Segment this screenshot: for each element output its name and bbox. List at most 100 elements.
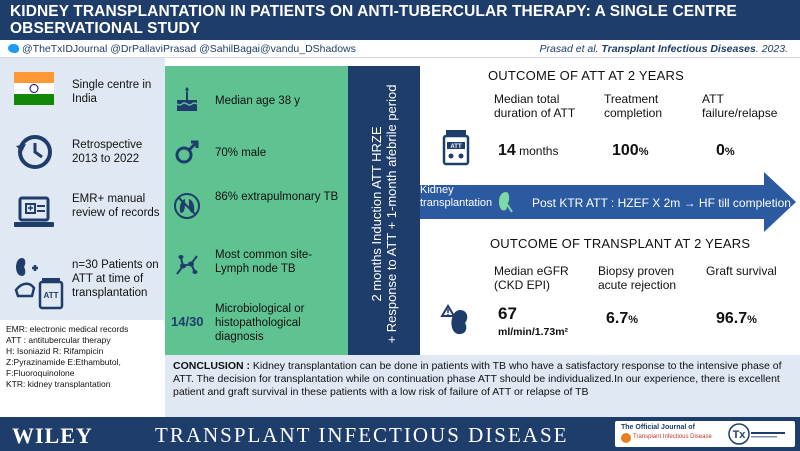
- citation-journal: Transplant Infectious Diseases: [601, 43, 756, 55]
- characteristic-extrapulmonary-text: 86% extrapulmonary TB: [215, 191, 339, 203]
- citation-year: . 2023.: [755, 43, 788, 55]
- study-design-panel: Single centre in India Retrospective 201…: [0, 58, 165, 362]
- characteristic-site: Most common site- Lymph node TB: [165, 244, 348, 288]
- crossed-lungs-icon: [173, 192, 201, 220]
- completion-unit: %: [638, 146, 649, 158]
- duration-number: 14: [498, 142, 516, 159]
- abbreviations-legend: EMR: electronic medical records ATT : an…: [0, 320, 165, 410]
- design-item-retrospective: Retrospective 2013 to 2022: [0, 126, 165, 186]
- design-item-retrospective-text: Retrospective 2013 to 2022: [72, 139, 143, 165]
- outcome-att-value-duration: 14 months: [498, 142, 558, 160]
- induction-line-1: 2 months Induction ATT HRZE: [369, 126, 384, 302]
- twitter-handles-text: @TheTxIDJournal @DrPallaviPrasad @SahilB…: [22, 43, 356, 55]
- abbreviation-line: Z:Pyrazinamide E:Ethambutol,: [6, 357, 121, 367]
- characteristic-site-text: Most common site- Lymph node TB: [215, 249, 313, 275]
- failure-number: 0: [716, 142, 725, 159]
- outcome-tx-label-rejection: Biopsy proven acute rejection: [598, 264, 677, 292]
- outcome-att-label-completion: Treatment completion: [604, 92, 663, 120]
- twitter-handles: @TheTxIDJournal @DrPallaviPrasad @SahilB…: [8, 43, 356, 55]
- outcome-att-value-failure: 0%: [716, 142, 735, 160]
- abbreviation-line: H: Isoniazid R: Rifampicin: [6, 346, 104, 356]
- kidney-pill-bottle-icon: ATT: [12, 252, 68, 312]
- kidney-alert-icon: [438, 302, 476, 338]
- citation-authors: Prasad et al.: [539, 43, 599, 55]
- official-journal-text: The Official Journal of: [621, 424, 695, 431]
- kidney-icon: [496, 190, 516, 216]
- rejection-unit: %: [628, 314, 639, 326]
- outcome-att-panel: OUTCOME OF ATT AT 2 YEARS Median total d…: [420, 58, 800, 173]
- abbreviation-line: ATT : antitubercular therapy: [6, 335, 111, 345]
- india-flag-icon: [12, 70, 56, 114]
- infographic-title: KIDNEY TRANSPLANTATION IN PATIENTS ON AN…: [10, 3, 737, 37]
- society-emblem-icon: [621, 433, 631, 443]
- completion-number: 100: [612, 142, 639, 159]
- failure-unit: %: [724, 146, 735, 158]
- diagnosis-fraction: 14/30: [171, 314, 204, 329]
- design-item-centre-text: Single centre in India: [72, 79, 152, 105]
- society-badge: The Official Journal of Transplant Infec…: [615, 421, 795, 447]
- characteristic-sex-text: 70% male: [215, 147, 267, 159]
- kidney-transplantation-text: Kidney transplantation: [420, 184, 493, 209]
- society-name: Transplant Infectious Disease: [633, 434, 712, 440]
- induction-line-2: + Response to ATT + 1-month afebrile per…: [384, 84, 399, 344]
- abbreviation-line: F:Fluoroquinolone: [6, 368, 75, 378]
- duration-unit: months: [515, 144, 559, 158]
- outcome-tx-label-graft: Graft survival: [706, 264, 777, 278]
- design-item-patients: ATT n=30 Patients on ATT at time of tran…: [0, 248, 165, 358]
- graft-unit: %: [747, 314, 757, 326]
- journal-name: TRANSPLANT INFECTIOUS DISEASE: [155, 423, 569, 447]
- post-ktr-regimen: Post KTR ATT : HZEF X 2m → HF till compl…: [532, 196, 791, 210]
- graft-number: 96.7: [716, 310, 748, 327]
- outcome-tx-value-rejection: 6.7%: [606, 310, 638, 328]
- outcome-transplant-heading: OUTCOME OF TRANSPLANT AT 2 YEARS: [490, 236, 751, 251]
- abbreviation-line: KTR: kidney transplantation: [6, 379, 111, 389]
- induction-text: 2 months Induction ATT HRZE + Response t…: [369, 66, 399, 362]
- characteristic-diagnosis-text: Microbiological or histopathological dia…: [215, 303, 305, 343]
- birthday-cake-icon: [173, 86, 201, 114]
- characteristic-diagnosis: 14/30 Microbiological or histopathologic…: [165, 302, 348, 350]
- egfr-unit: ml/min/1.73m²: [498, 326, 569, 338]
- male-symbol-icon: [173, 138, 201, 166]
- citation: Prasad et al. Transplant Infectious Dise…: [540, 43, 788, 55]
- outcome-att-heading: OUTCOME OF ATT AT 2 YEARS: [488, 68, 684, 83]
- conclusion-text: Kidney transplantation can be done in pa…: [173, 360, 782, 398]
- outcome-att-label-failure: ATT failure/relapse: [702, 92, 778, 120]
- kidney-transplantation-label: Kidney transplantation: [420, 184, 493, 210]
- tx-network-logo: Tx: [727, 422, 789, 446]
- characteristic-age-text: Median age 38 y: [215, 95, 301, 107]
- transplant-timeline-arrow: [420, 172, 796, 232]
- design-item-records-text: EMR+ manual review of records: [72, 193, 160, 219]
- laptop-records-icon: [12, 192, 56, 236]
- title-banner: KIDNEY TRANSPLANTATION IN PATIENTS ON AN…: [0, 0, 800, 40]
- design-item-patients-text: n=30 Patients on ATT at time of transpla…: [72, 259, 159, 299]
- svg-text:ATT: ATT: [44, 291, 59, 300]
- history-clock-icon: [12, 130, 56, 174]
- characteristic-extrapulmonary: 86% extrapulmonary TB: [165, 186, 348, 230]
- footer-banner: WILEY TRANSPLANT INFECTIOUS DISEASE The …: [0, 417, 800, 451]
- characteristic-age: Median age 38 y: [165, 84, 348, 124]
- lymph-node-icon: [173, 250, 201, 278]
- patient-characteristics-panel: Median age 38 y 70% male 86% extrapu: [165, 66, 348, 362]
- outcome-transplant-panel: OUTCOME OF TRANSPLANT AT 2 YEARS Median …: [420, 232, 800, 362]
- outcome-tx-value-egfr: 67: [498, 304, 517, 324]
- social-bar: @TheTxIDJournal @DrPallaviPrasad @SahilB…: [0, 40, 800, 58]
- conclusion-label: CONCLUSION :: [173, 360, 250, 372]
- twitter-icon: [8, 44, 19, 53]
- design-item-centre: Single centre in India: [0, 64, 165, 124]
- att-bottle-label: ATT: [450, 144, 462, 150]
- characteristic-sex: 70% male: [165, 134, 348, 174]
- outcome-att-value-completion: 100%: [612, 142, 648, 160]
- abbreviation-line: EMR: electronic medical records: [6, 324, 129, 334]
- att-bottle-icon: ATT: [442, 130, 470, 166]
- conclusion-box: CONCLUSION : Kidney transplantation can …: [165, 355, 800, 417]
- outcome-tx-value-graft: 96.7%: [716, 310, 757, 328]
- outcome-att-label-duration: Median total duration of ATT: [494, 92, 576, 120]
- rejection-number: 6.7: [606, 310, 629, 327]
- induction-band: 2 months Induction ATT HRZE + Response t…: [348, 66, 420, 362]
- egfr-number: 67: [498, 304, 517, 323]
- outcome-tx-label-egfr: Median eGFR (CKD EPI): [494, 264, 569, 292]
- svg-text:Tx: Tx: [733, 429, 747, 441]
- design-item-records: EMR+ manual review of records: [0, 186, 165, 248]
- publisher-logo: WILEY: [12, 423, 93, 448]
